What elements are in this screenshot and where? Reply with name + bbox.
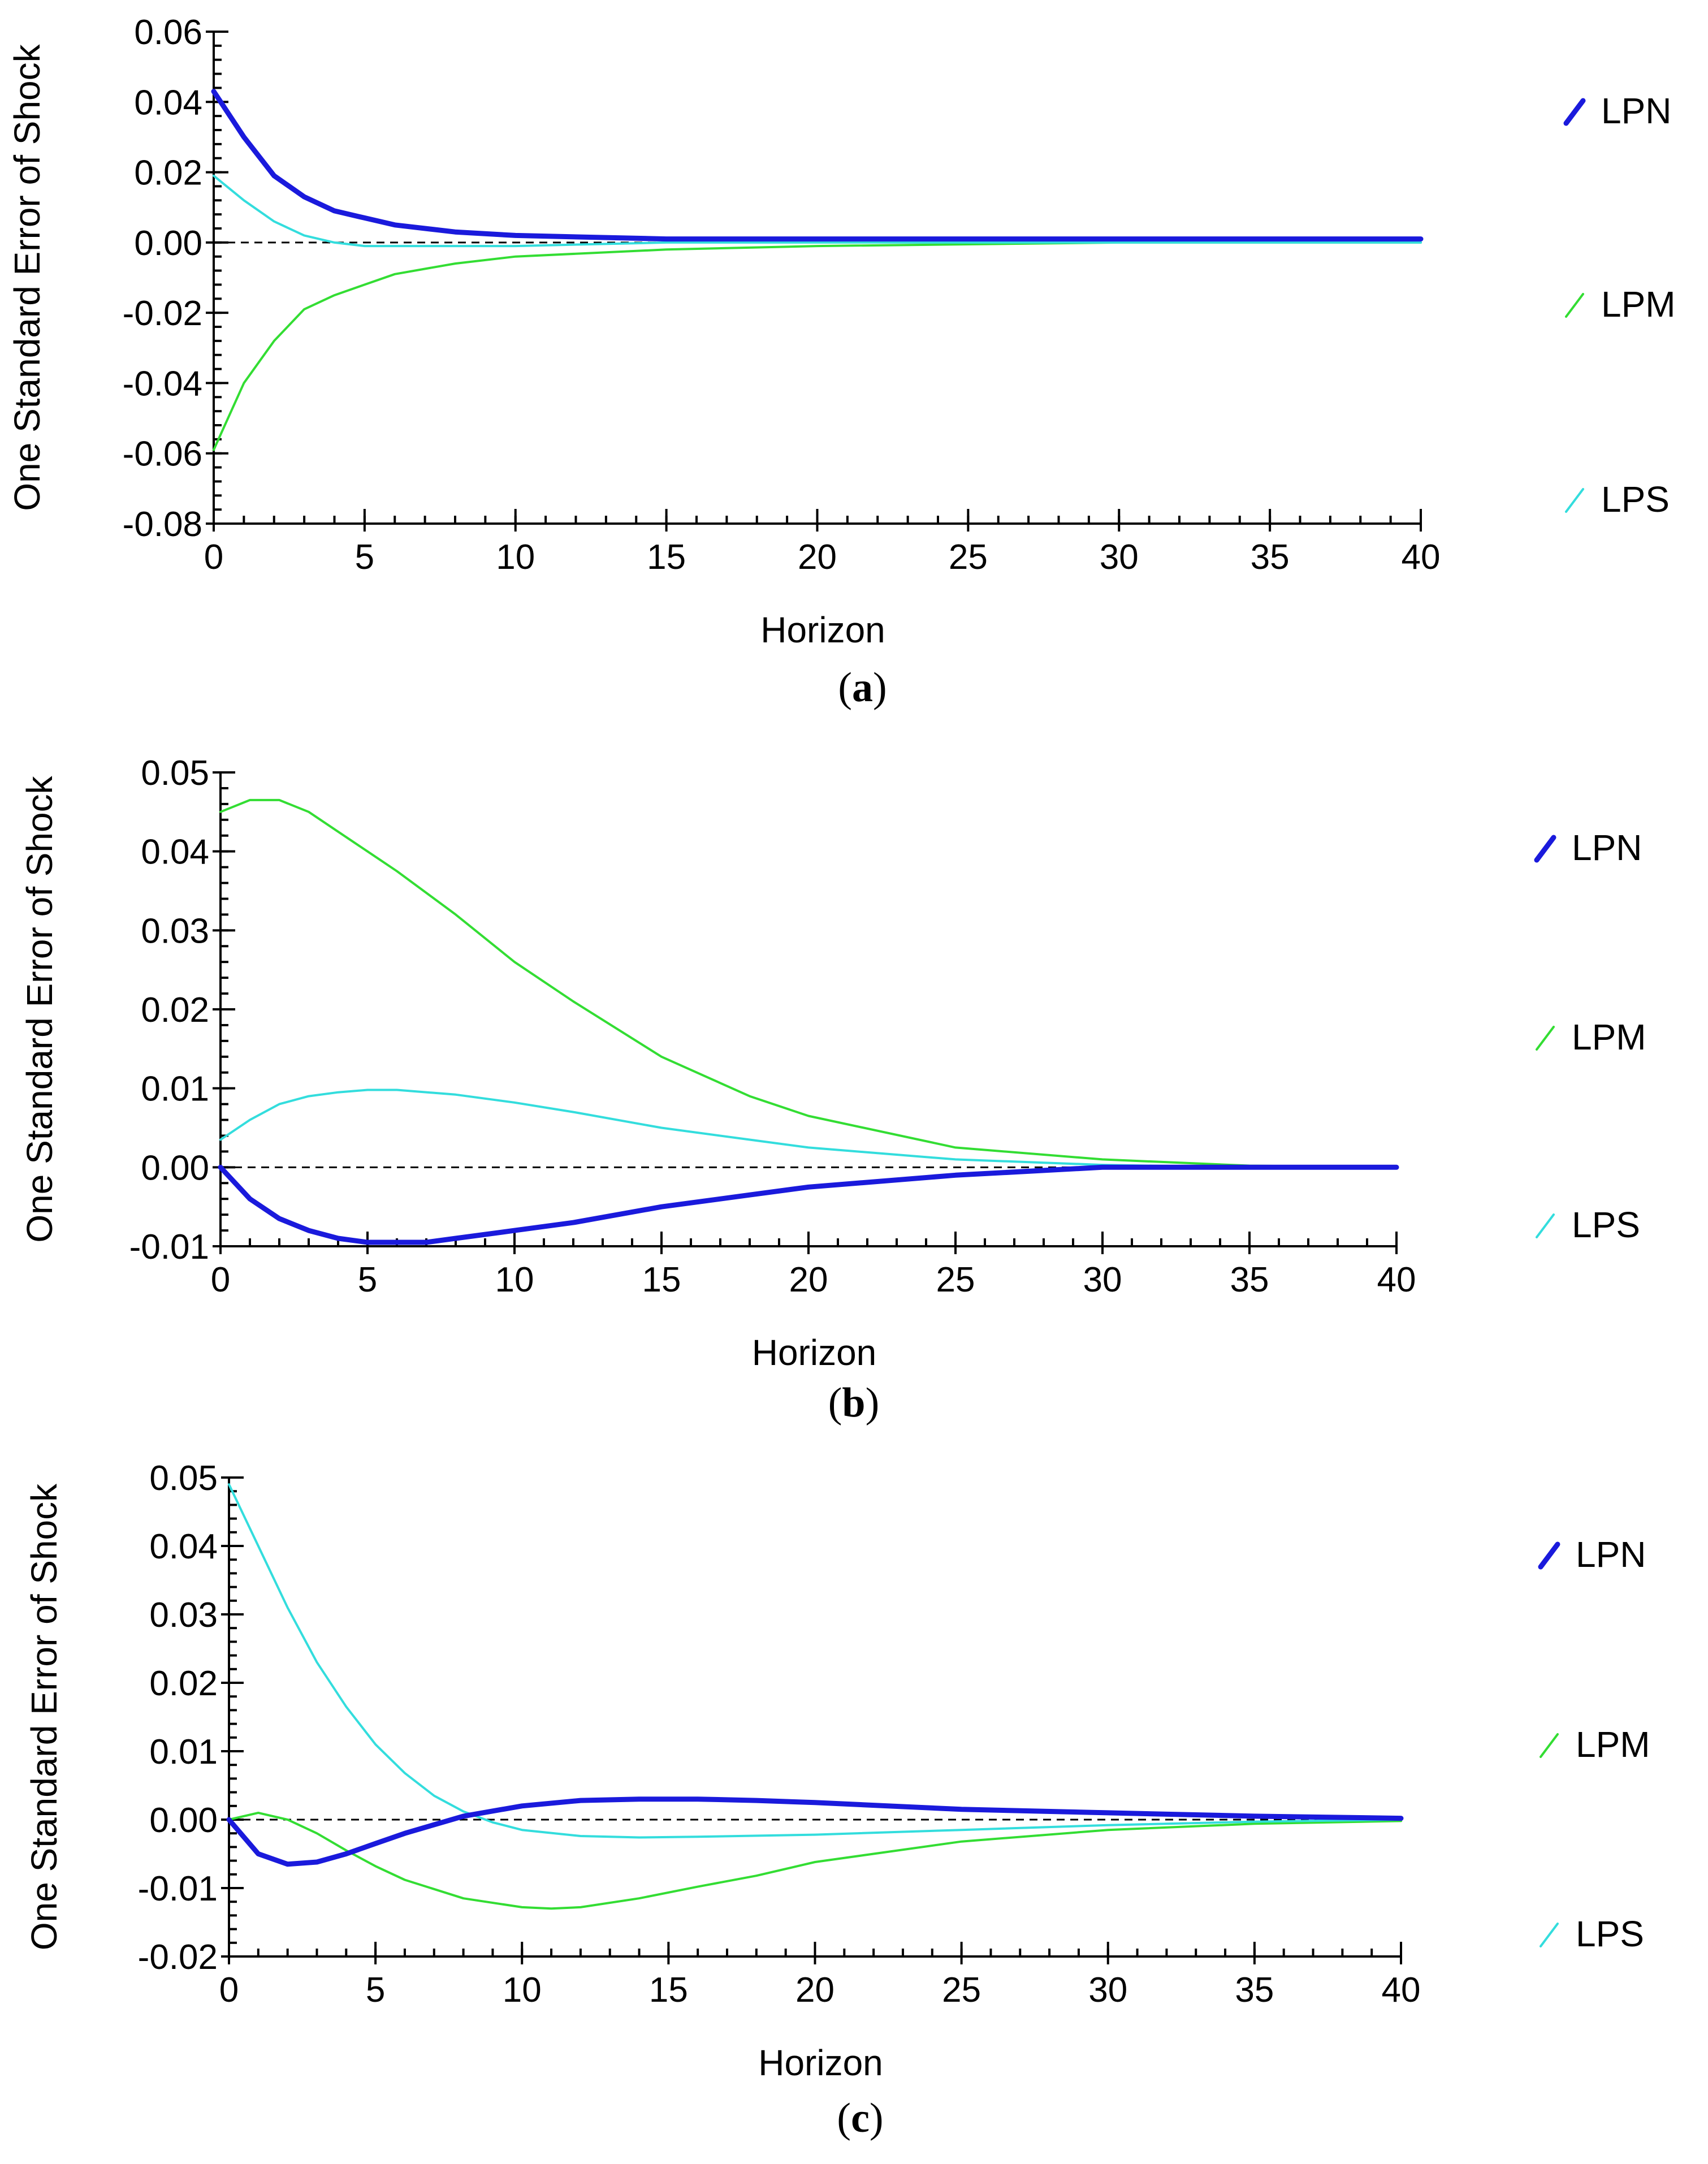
x-tick-label: 5	[358, 1260, 377, 1299]
y-tick-label: 0.05	[149, 1459, 218, 1498]
x-tick-label: 20	[798, 538, 837, 577]
legend-label: LPS	[1601, 479, 1670, 520]
series-line-lpn	[226, 1796, 1404, 1867]
legend-label: LPS	[1576, 1914, 1644, 1954]
y-tick-label: 0.04	[141, 833, 209, 872]
legend-swatch	[1540, 1923, 1559, 1947]
x-tick-label: 30	[1100, 538, 1139, 577]
x-tick-label: 20	[789, 1260, 828, 1299]
x-axis-title: Horizon	[758, 2042, 883, 2083]
chart-panel-c: -0.02 -0.01 0.00 0.01 0.02 0.03 0.04 0.05 0 5 10 15…	[24, 1459, 1650, 2141]
legend-item-lpm: LPM	[1565, 284, 1676, 325]
legend-label: LPS	[1572, 1204, 1640, 1245]
series-line-lpn	[211, 89, 1424, 242]
series-line-lpm	[213, 241, 1422, 451]
x-tick-label: 35	[1230, 1260, 1269, 1299]
series-line-lpm	[228, 1811, 1402, 1910]
series-line-lps	[219, 1089, 1398, 1169]
x-tick-label: 35	[1235, 1971, 1274, 2010]
y-axis-title: One Standard Error of Shock	[19, 775, 60, 1242]
x-tick-label: 30	[1088, 1971, 1127, 2010]
x-tick-label: 20	[795, 1971, 834, 2010]
y-tick-label: 0.06	[134, 13, 202, 52]
series-line-lps	[213, 174, 1422, 248]
legend-label: LPN	[1601, 90, 1672, 131]
x-tick-label: 10	[495, 1260, 534, 1299]
legend-label: LPM	[1576, 1724, 1650, 1765]
x-tick-label: 25	[936, 1260, 975, 1299]
x-tick-label: 30	[1083, 1260, 1122, 1299]
legend-label: LPN	[1576, 1534, 1646, 1575]
y-tick-label: -0.06	[123, 435, 202, 474]
legend-item-lpm: LPM	[1540, 1724, 1650, 1765]
x-tick-label: 25	[942, 1971, 981, 2010]
y-tick-label: 0.00	[141, 1148, 209, 1187]
y-tick-label: 0.02	[149, 1664, 218, 1703]
legend-swatch	[1534, 835, 1556, 863]
x-tick-label: 40	[1382, 1971, 1421, 2010]
x-axis-title: Horizon	[760, 610, 885, 650]
legend-swatch	[1563, 98, 1586, 126]
legend-item-lpn: LPN	[1534, 827, 1642, 868]
y-tick-label: 0.04	[149, 1527, 218, 1566]
y-tick-label: 0.03	[149, 1596, 218, 1635]
legend-label: LPN	[1572, 827, 1642, 868]
legend-swatch	[1540, 1733, 1559, 1758]
y-tick-label: 0.01	[149, 1733, 218, 1772]
legend-swatch	[1565, 488, 1584, 513]
y-tick-label: 0.03	[141, 912, 209, 951]
x-tick-label: 0	[204, 538, 223, 577]
legend-item-lpn: LPN	[1538, 1534, 1646, 1575]
x-tick-label: 0	[219, 1971, 239, 2010]
y-tick-label: -0.02	[123, 294, 202, 333]
y-tick-label: -0.02	[138, 1938, 218, 1977]
x-tick-label: 15	[647, 538, 686, 577]
x-tick-label: 15	[642, 1260, 681, 1299]
y-axis-title: One Standard Error of Shock	[7, 44, 47, 511]
y-tick-label: 0.01	[141, 1070, 209, 1109]
y-tick-label: 0.00	[134, 224, 202, 263]
panel-caption: (a)	[838, 664, 887, 711]
x-tick-label: 25	[949, 538, 988, 577]
y-tick-label: 0.02	[141, 991, 209, 1030]
x-tick-label: 35	[1251, 538, 1290, 577]
panel-caption: (c)	[837, 2095, 883, 2141]
y-tick-label: 0.05	[141, 754, 209, 793]
x-axis-title: Horizon	[752, 1332, 877, 1373]
legend-label: LPM	[1601, 284, 1676, 325]
y-axis-title: One Standard Error of Shock	[24, 1483, 64, 1950]
legend-item-lps: LPS	[1536, 1204, 1640, 1245]
x-tick-label: 10	[503, 1971, 542, 2010]
legend-item-lps: LPS	[1540, 1914, 1644, 1954]
legend-item-lpm: LPM	[1536, 1017, 1646, 1057]
x-tick-label: 15	[649, 1971, 688, 2010]
x-tick-label: 5	[366, 1971, 385, 2010]
legend-item-lps: LPS	[1565, 479, 1670, 520]
legend-swatch	[1536, 1026, 1555, 1051]
y-tick-label: -0.08	[123, 505, 202, 544]
y-tick-label: -0.04	[123, 364, 202, 403]
legend-item-lpn: LPN	[1563, 90, 1672, 131]
series-line-lpn	[218, 1164, 1399, 1245]
x-tick-label: 40	[1402, 538, 1441, 577]
series-line-lpm	[219, 798, 1398, 1169]
legend-swatch	[1538, 1541, 1560, 1570]
legend-swatch	[1536, 1213, 1555, 1238]
x-tick-label: 40	[1377, 1260, 1416, 1299]
x-tick-label: 5	[355, 538, 374, 577]
chart-panel-a: -0.08 -0.06 -0.04 -0.02 0.00 0.02 0.04 0.06 0 5 10…	[7, 13, 1676, 711]
legend-swatch	[1565, 293, 1584, 318]
x-tick-label: 10	[496, 538, 535, 577]
y-tick-label: -0.01	[129, 1228, 209, 1267]
series-line-lps	[228, 1483, 1402, 1839]
y-tick-label: 0.04	[134, 83, 202, 122]
legend-label: LPM	[1572, 1017, 1646, 1057]
x-tick-label: 0	[211, 1260, 230, 1299]
chart-panel-b: -0.01 0.00 0.01 0.02 0.03 0.04 0.05 0 5 10 15 20 25 3…	[19, 754, 1646, 1426]
panel-caption: (b)	[828, 1380, 879, 1426]
y-tick-label: -0.01	[138, 1869, 218, 1908]
y-tick-label: 0.00	[149, 1801, 218, 1840]
y-tick-label: 0.02	[134, 154, 202, 193]
